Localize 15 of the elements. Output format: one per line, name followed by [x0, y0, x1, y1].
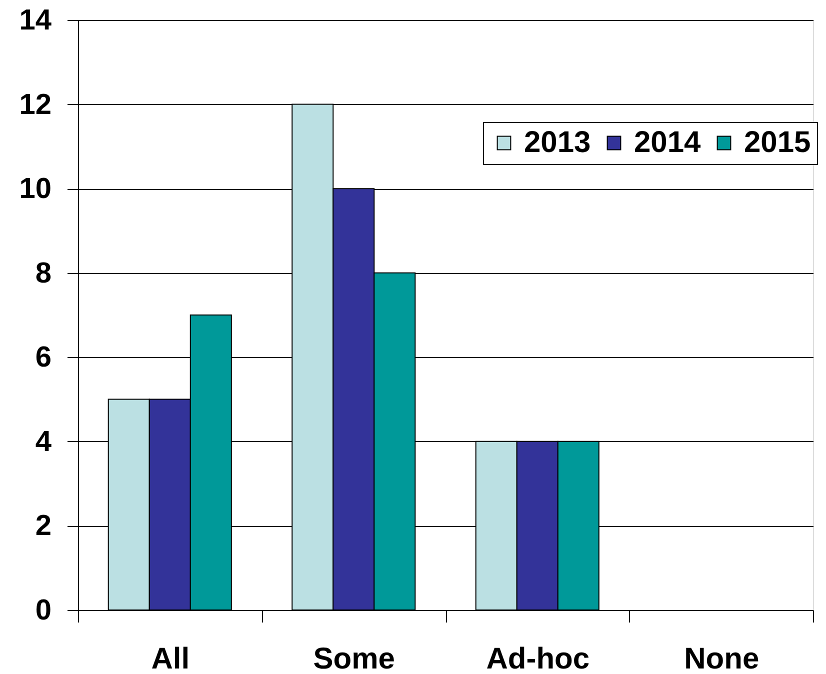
x-tick-label: All [151, 642, 190, 674]
legend-label: 2013 [524, 126, 591, 159]
y-tick-label: 10 [19, 173, 52, 206]
y-tick-label: 2 [35, 510, 52, 542]
y-tick-label: 8 [35, 257, 52, 290]
y-tick-label: 0 [35, 594, 52, 626]
x-tick-label: None [684, 642, 760, 674]
y-tick-label: 6 [35, 342, 52, 374]
y-tick-label: 14 [19, 4, 52, 36]
x-tick-label: Ad-hoc [486, 642, 590, 674]
legend-label: 2014 [634, 126, 702, 159]
x-tick-label: Some [313, 642, 395, 674]
legend-label: 2015 [744, 126, 811, 159]
y-tick-label: 12 [19, 88, 52, 121]
y-tick-label: 4 [35, 426, 52, 458]
